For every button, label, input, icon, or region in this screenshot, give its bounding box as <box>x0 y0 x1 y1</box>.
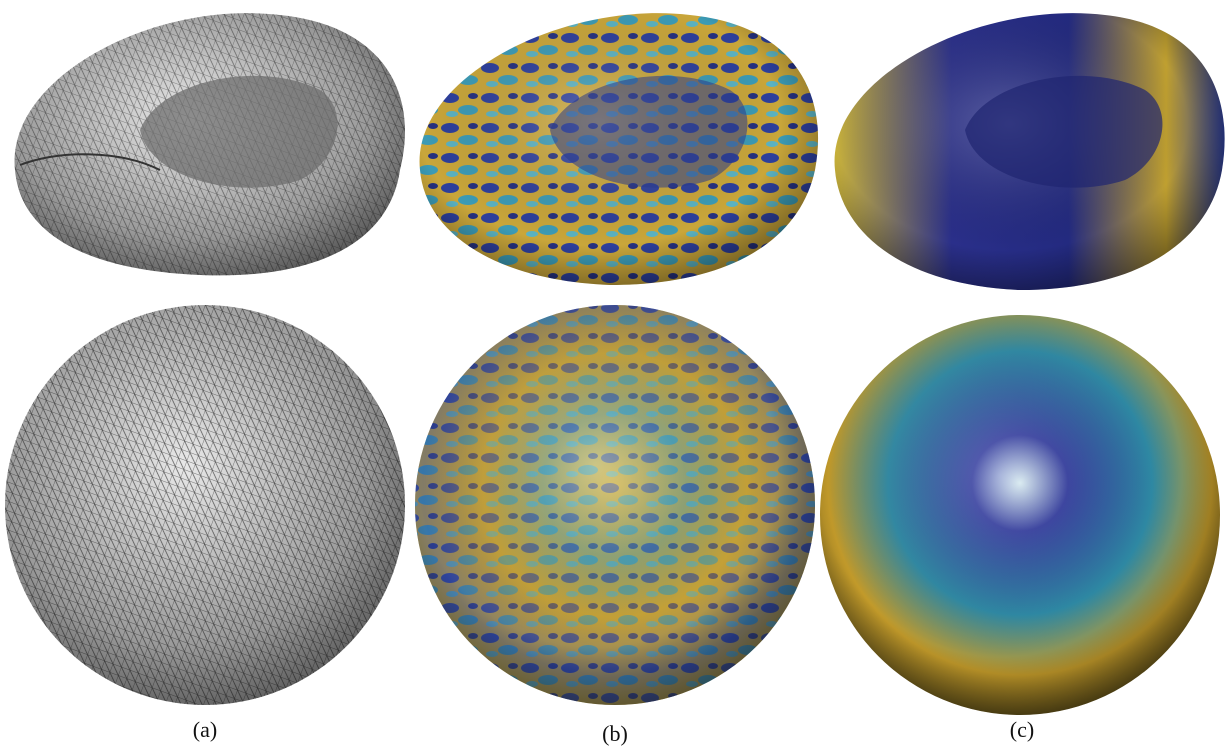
sphere-mesh <box>5 305 405 705</box>
torus-mesh <box>15 13 405 275</box>
torus-smooth <box>835 13 1225 290</box>
sphere-smooth <box>820 315 1220 715</box>
torus-noisy <box>420 13 819 285</box>
panel-label: (b) <box>602 721 628 746</box>
panel-label: (a) <box>193 717 217 742</box>
figure: (a) (b) (c) <box>0 0 1232 752</box>
sphere-noisy <box>415 305 815 705</box>
panel-label: (c) <box>1010 717 1034 742</box>
